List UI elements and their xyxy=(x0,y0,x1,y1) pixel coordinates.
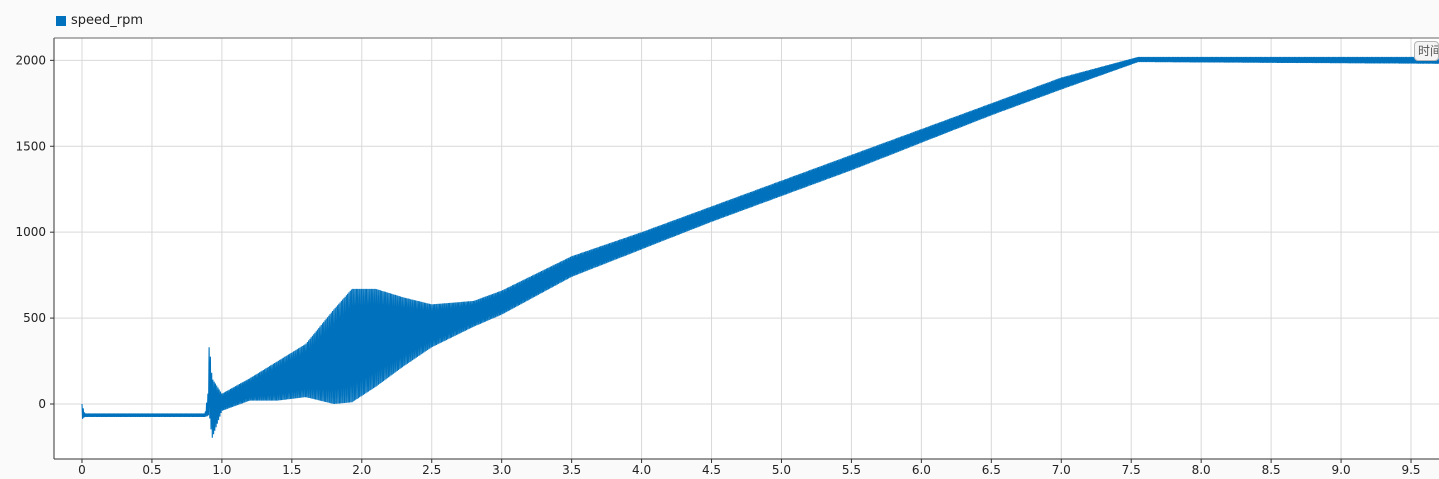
x-tick-label: 8.0 xyxy=(1192,463,1211,477)
x-tick-label: 3.5 xyxy=(562,463,581,477)
x-tick-label: 6.0 xyxy=(912,463,931,477)
x-tick-label: 2.0 xyxy=(352,463,371,477)
y-tick-label: 1500 xyxy=(15,139,46,153)
time-axis-badge[interactable]: 时间 xyxy=(1414,41,1439,61)
x-tick-label: 6.5 xyxy=(982,463,1001,477)
x-tick-label: 5.0 xyxy=(772,463,791,477)
x-tick-label: 2.5 xyxy=(422,463,441,477)
legend-swatch xyxy=(56,15,66,26)
x-tick-label: 8.5 xyxy=(1262,463,1281,477)
series-line-speed-rpm xyxy=(81,56,1439,438)
y-tick-label: 500 xyxy=(23,311,46,325)
x-tick-label: 4.0 xyxy=(632,463,651,477)
x-tick-label: 7.5 xyxy=(1122,463,1141,477)
y-tick-label: 2000 xyxy=(15,53,46,67)
x-tick-label: 7.0 xyxy=(1052,463,1071,477)
x-tick-label: 4.5 xyxy=(702,463,721,477)
x-tick-label: 0 xyxy=(78,463,86,477)
x-tick-label: 1.5 xyxy=(282,463,301,477)
x-tick-label: 3.0 xyxy=(492,463,511,477)
legend[interactable]: speed_rpm xyxy=(56,13,143,28)
x-tick-label: 0.5 xyxy=(142,463,161,477)
x-tick-label: 9.0 xyxy=(1332,463,1351,477)
x-tick-label: 1.0 xyxy=(212,463,231,477)
x-tick-label: 5.5 xyxy=(842,463,861,477)
legend-label: speed_rpm xyxy=(71,13,144,28)
x-tick-label: 9.5 xyxy=(1401,463,1420,477)
y-tick-label: 0 xyxy=(38,397,46,411)
y-tick-label: 1000 xyxy=(15,225,46,239)
